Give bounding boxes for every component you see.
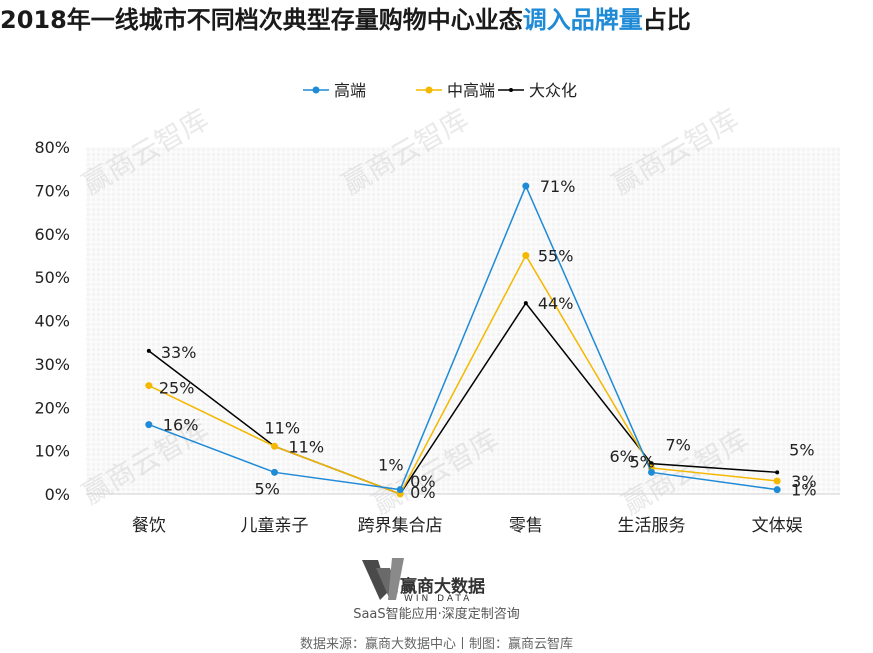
title-highlight: 调入品牌量: [522, 6, 643, 34]
title-prefix: 2018年一线城市不同档次典型存量购物中心业态: [0, 6, 523, 34]
data-point: [145, 421, 153, 429]
y-tick-label: 40%: [34, 312, 70, 331]
series-line: [148, 184, 778, 491]
data-label: 5%: [630, 452, 655, 471]
title-suffix: 占比: [642, 6, 691, 34]
data-point: [396, 486, 404, 494]
logo-shape: [362, 560, 388, 600]
footer-logo-text: 赢商大数据: [400, 577, 485, 597]
data-label: 71%: [540, 177, 576, 196]
y-tick-label: 60%: [34, 225, 70, 244]
data-point: [773, 486, 781, 494]
legend-label: 高端: [334, 81, 366, 100]
data-point: [648, 468, 655, 476]
legend-label: 中高端: [447, 81, 495, 100]
data-label: 25%: [159, 379, 195, 398]
win-data-logo-icon: [362, 558, 404, 600]
data-label: 0%: [410, 483, 435, 502]
series-line: [148, 253, 778, 495]
data-label: 5%: [789, 440, 814, 459]
x-tick-label: 跨界集合店: [358, 516, 443, 536]
data-label: 1%: [378, 456, 403, 475]
data-label: 6%: [610, 447, 635, 466]
chart-title: 2018年一线城市不同档次典型存量购物中心业态调入品牌量占比: [0, 0, 873, 40]
grid: [85, 146, 840, 494]
data-point: [271, 468, 278, 476]
y-tick-label: 80%: [34, 138, 70, 157]
y-tick-label: 0%: [45, 485, 70, 504]
legend-item: 中高端: [416, 81, 495, 100]
x-tick-label: 生活服务: [618, 516, 686, 536]
x-tick-label: 文体娱: [752, 516, 803, 536]
legend-item: 高端: [303, 81, 366, 100]
data-label: 33%: [161, 343, 197, 362]
data-label: 1%: [791, 481, 816, 500]
data-label: 44%: [538, 294, 574, 313]
legend-label: 大众化: [529, 81, 577, 100]
data-point: [773, 477, 781, 485]
data-label: 55%: [538, 246, 574, 265]
x-tick-label: 零售: [509, 516, 543, 536]
footer-tagline: SaaS智能应用·深度定制咨询: [353, 607, 520, 622]
logo-shape: [388, 558, 404, 600]
legend-item: 大众化: [498, 81, 577, 100]
series-line: [148, 301, 778, 495]
data-point: [522, 251, 530, 259]
legend-marker: [425, 86, 433, 94]
y-tick-label: 50%: [34, 268, 70, 287]
x-tick-label: 餐饮: [132, 516, 166, 536]
legend-marker: [312, 86, 320, 94]
data-label: 11%: [265, 418, 301, 437]
data-label: 0%: [410, 472, 435, 491]
data-point: [522, 182, 530, 190]
data-label: 16%: [163, 416, 199, 435]
footer-source: 数据来源：赢商大数据中心丨制图：赢商云智库: [299, 637, 573, 652]
data-point: [145, 382, 153, 390]
y-tick-label: 70%: [34, 181, 70, 200]
data-label: 7%: [666, 436, 691, 455]
plot-area: [86, 147, 840, 494]
data-point: [271, 442, 278, 450]
data-label: 5%: [255, 479, 280, 498]
data-label: 3%: [791, 472, 816, 491]
data-point: [146, 348, 151, 353]
x-tick-label: 儿童亲子: [241, 516, 309, 536]
y-tick-label: 20%: [34, 398, 70, 417]
y-tick-label: 30%: [34, 355, 70, 374]
data-label: 11%: [289, 437, 325, 456]
footer-logo-subtext: WIN DATA: [404, 594, 473, 604]
y-tick-label: 10%: [34, 442, 70, 461]
data-point: [523, 301, 528, 306]
data-point: [775, 470, 780, 475]
legend-marker: [509, 88, 513, 92]
